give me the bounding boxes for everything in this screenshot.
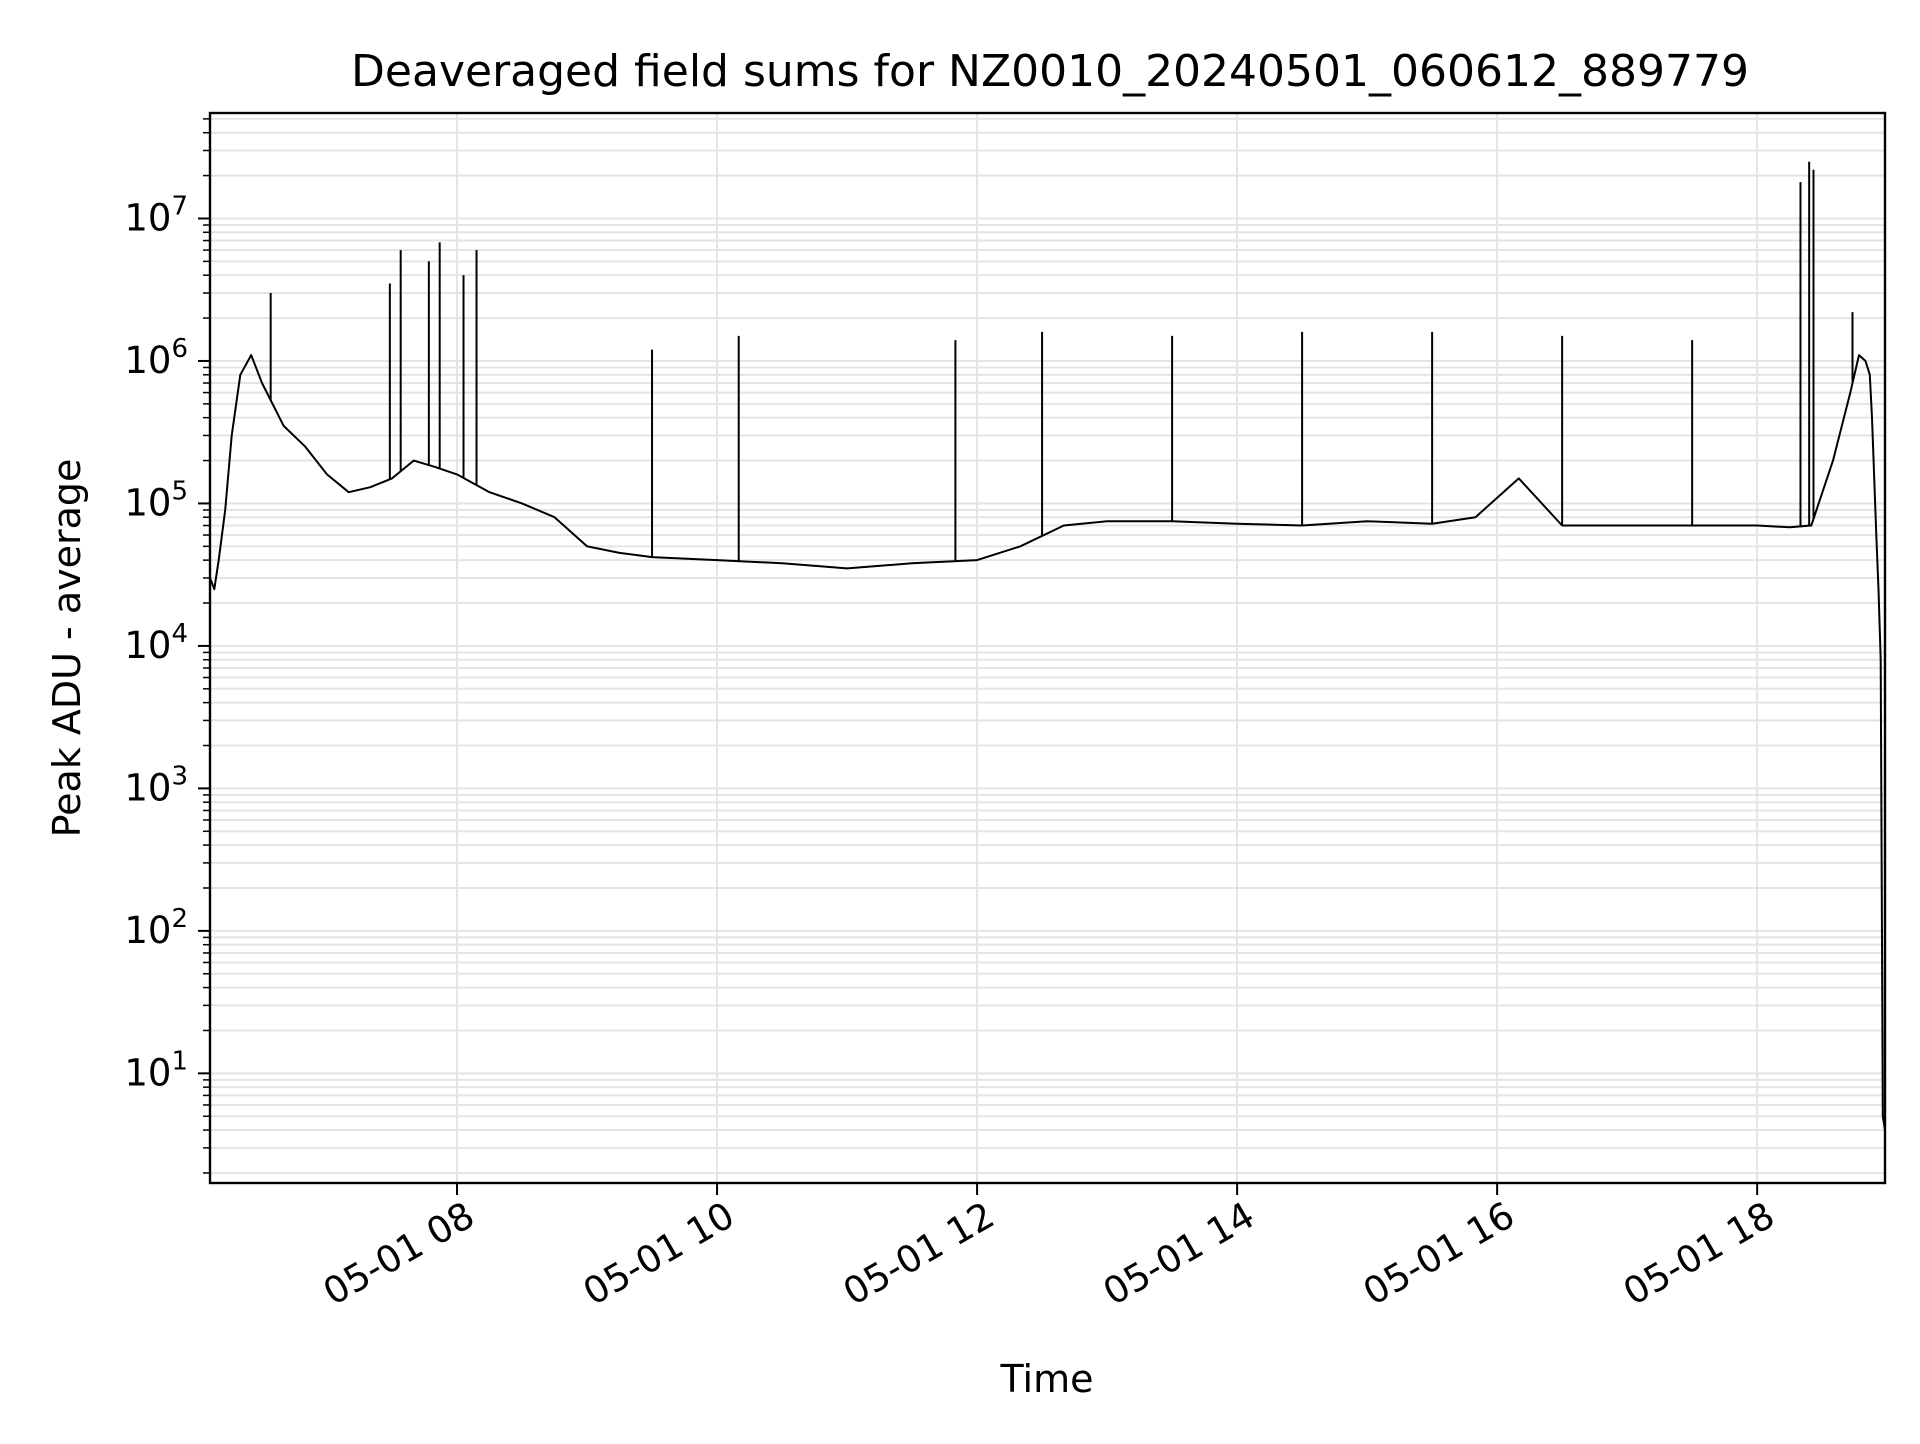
x-tick-label: 05-01 10	[576, 1194, 742, 1314]
chart-title: Deaveraged field sums for NZ0010_2024050…	[351, 46, 1749, 97]
x-tick-label: 05-01 18	[1616, 1194, 1782, 1314]
y-tick-label: 103	[124, 761, 188, 809]
plot-frame	[208, 111, 1887, 1185]
series-line	[209, 354, 1886, 1131]
y-tick-label: 107	[124, 191, 188, 239]
x-axis-label: Time	[1000, 1357, 1094, 1401]
x-tick-label: 05-01 08	[316, 1194, 482, 1314]
grid	[210, 113, 1885, 1183]
x-tick-label: 05-01 14	[1096, 1194, 1262, 1314]
y-axis-label: Peak ADU - average	[45, 459, 89, 838]
x-tick-label: 05-01 16	[1356, 1194, 1522, 1314]
y-tick-label: 101	[124, 1046, 188, 1094]
y-tick-label: 105	[124, 476, 188, 524]
y-tick-label: 102	[124, 904, 188, 952]
x-tick-label: 05-01 12	[836, 1194, 1002, 1314]
series-group	[209, 161, 1886, 1131]
y-tick-label: 104	[124, 619, 188, 667]
y-tick-label: 106	[124, 334, 188, 382]
